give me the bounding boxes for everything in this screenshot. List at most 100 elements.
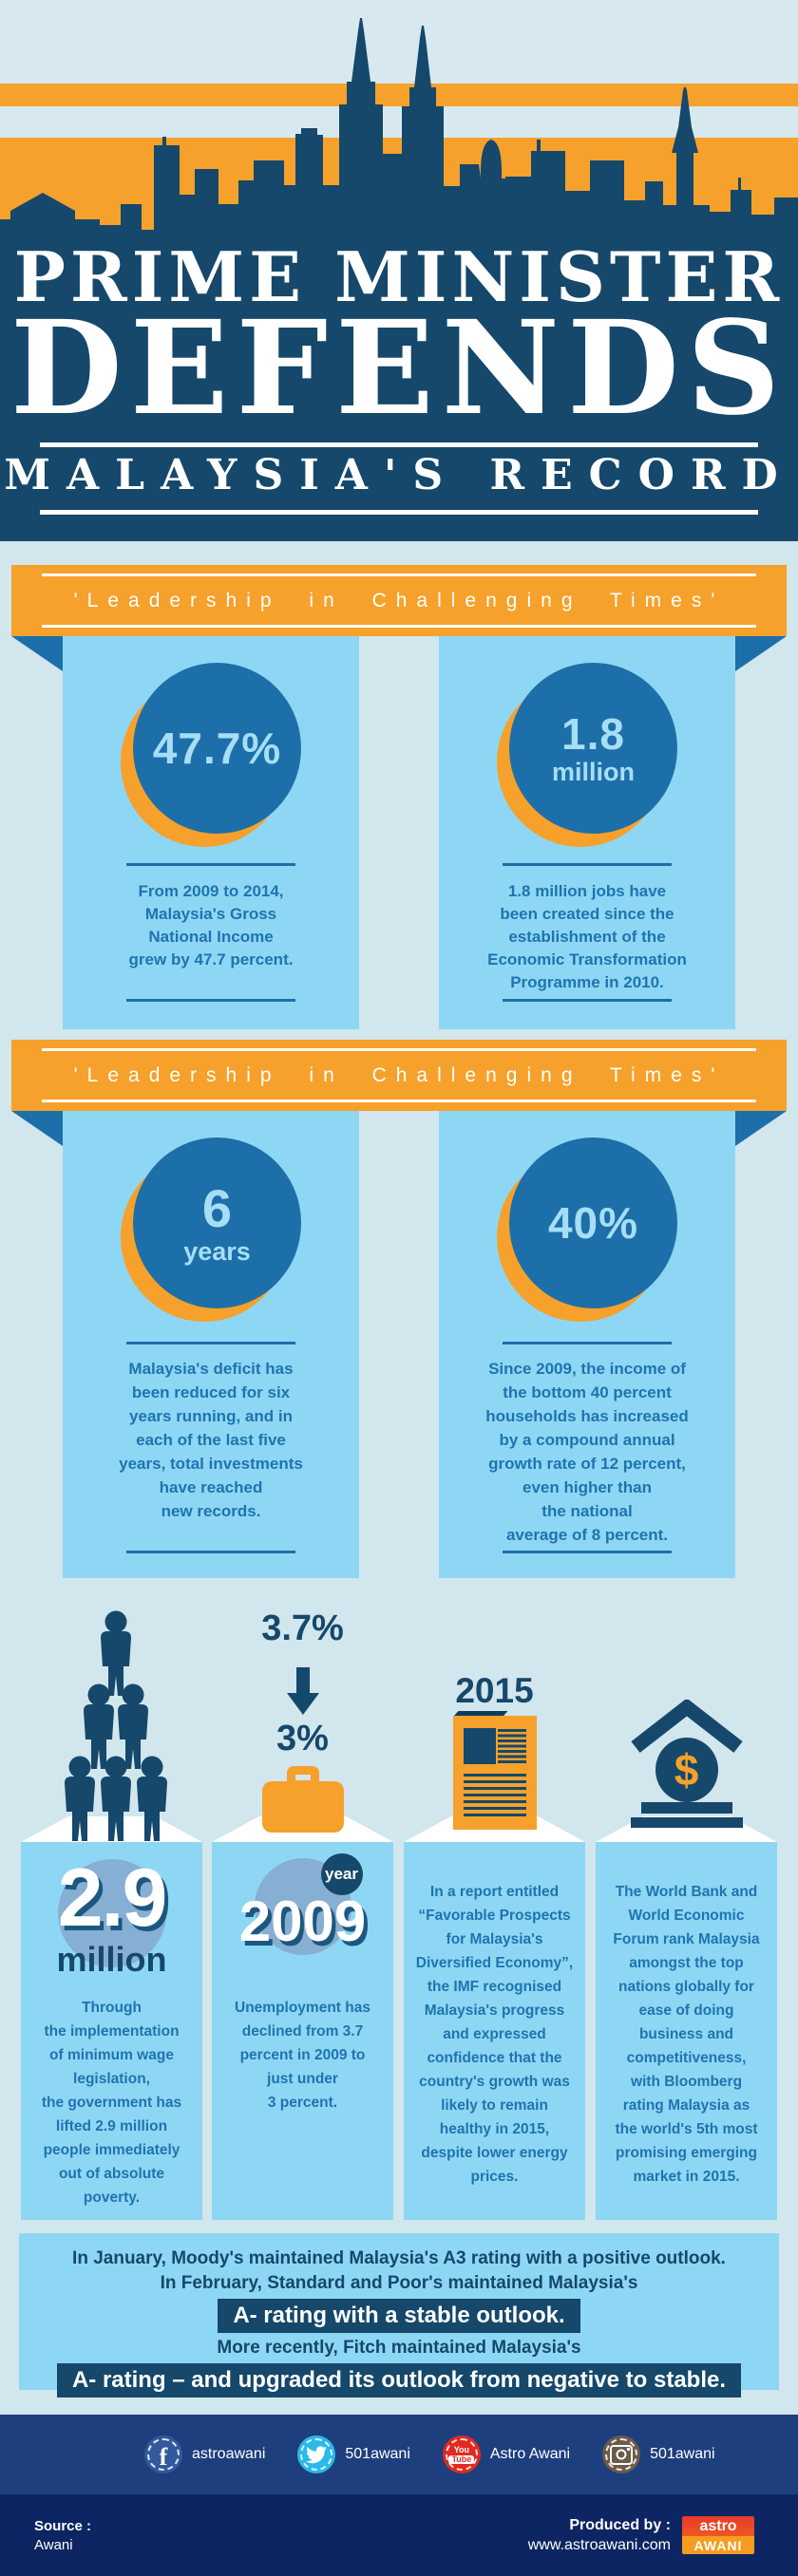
separator-line: [503, 1342, 672, 1344]
bank-step: [640, 1802, 732, 1814]
separator-line: [503, 1551, 672, 1553]
page-subtitle: MALAYSIA'S RECORD: [4, 451, 794, 499]
report-document-icon: [452, 1711, 537, 1830]
source-block: Source : Awani: [34, 2518, 91, 2553]
ribbon-fold-right: [735, 636, 787, 671]
quote-banner-1: 'Leadership in Challenging Times': [11, 565, 787, 636]
social-instagram[interactable]: 501awani: [602, 2435, 715, 2473]
stat-circle: 47.7%: [121, 663, 301, 849]
page-title-line2: DEFENDS: [10, 292, 788, 444]
stat-description: Malaysia's deficit has been reduced for …: [119, 1360, 303, 1520]
title-divider-bottom: [40, 510, 758, 515]
youtube-icon[interactable]: You Tube: [442, 2435, 481, 2473]
produced-url[interactable]: www.astroawani.com: [527, 2536, 671, 2553]
produced-label: Produced by :: [569, 2516, 671, 2533]
column-unit: million: [56, 1940, 167, 1979]
column-big-number: 2.9: [57, 1852, 168, 1944]
orange-stripe-top: [0, 84, 798, 106]
spacer: [0, 541, 798, 565]
separator-line: [503, 999, 672, 1002]
stat-card-deficit: 6 years Malaysia's deficit has been redu…: [63, 1111, 359, 1578]
stat-description: Since 2009, the income of the bottom 40 …: [485, 1360, 689, 1544]
icon-group-unemployment: 3.7% 3%: [212, 1578, 393, 1842]
column-text: Through the implementation of minimum wa…: [41, 2000, 182, 2206]
down-arrow-icon: [286, 1667, 319, 1715]
hero-section: PRIME MINISTER DEFENDS MALAYSIA'S RECORD: [0, 0, 798, 541]
separator-line: [126, 999, 295, 1002]
stat-circle: 6 years: [121, 1138, 301, 1324]
stat-card-gni: 47.7% From 2009 to 2014, Malaysia's Gros…: [63, 636, 359, 1029]
logo-bottom-text: AWANI: [682, 2536, 754, 2554]
column-world-bank: The World Bank and World Economic Forum …: [596, 1842, 777, 2220]
produced-block: Produced by : www.astroawani.com astro A…: [528, 2516, 754, 2554]
bank-step: [630, 1817, 743, 1828]
social-handle[interactable]: Astro Awani: [489, 2446, 571, 2462]
rating-highlight-sp: A- rating with a stable outlook.: [218, 2299, 580, 2333]
rating-highlight-fitch: A- rating – and upgraded its outlook fro…: [56, 2363, 742, 2397]
quote-banner-2-text: 'Leadership in Challenging Times': [42, 1048, 756, 1102]
column-unemployment: year 2009 Unemployment has declined from…: [212, 1842, 393, 2220]
title-divider-top: [40, 442, 758, 447]
spacer: [0, 1029, 798, 1040]
icon-group-report: 2015: [404, 1578, 585, 1842]
separator-line: [126, 1342, 295, 1344]
dollar-coin-icon: $: [655, 1738, 718, 1802]
stat-value: 1.8: [561, 708, 625, 759]
social-handle[interactable]: 501awani: [650, 2446, 715, 2462]
twitter-icon[interactable]: [297, 2435, 336, 2473]
social-handle[interactable]: 501awani: [345, 2446, 410, 2462]
rating-line-fitch: More recently, Fitch maintained Malaysia…: [217, 2338, 581, 2358]
column-imf-report: In a report entitled “Favorable Prospect…: [404, 1842, 585, 2220]
ribbon-fold-left: [11, 1111, 63, 1146]
icon-group-bank: $: [596, 1578, 777, 1842]
spacer: [0, 2220, 798, 2233]
stat-card-jobs: 1.8 million 1.8 million jobs have been c…: [439, 636, 735, 1029]
stat-value: 6: [201, 1177, 233, 1238]
separator-line: [126, 863, 295, 866]
unemployment-to-value: 3%: [276, 1719, 329, 1758]
social-facebook[interactable]: f astroawani: [144, 2435, 265, 2473]
stat-value: 47.7%: [152, 724, 282, 773]
page-title-line1: PRIME MINISTER: [13, 236, 785, 317]
ribbon-fold-right: [735, 1111, 787, 1146]
separator-line: [503, 863, 672, 866]
column-poverty: 2.9 million Through the implementation o…: [21, 1842, 202, 2220]
facebook-icon[interactable]: f: [144, 2435, 182, 2473]
rating-line-sp: In February, Standard and Poor's maintai…: [160, 2273, 638, 2293]
instagram-icon[interactable]: [602, 2435, 641, 2473]
column-text: The World Bank and World Economic Forum …: [613, 1884, 760, 2185]
stat-description: From 2009 to 2014, Malaysia's Gross Nati…: [128, 882, 294, 968]
icon-group-people: [21, 1578, 202, 1842]
stat-unit: years: [183, 1236, 251, 1266]
columns-section: 2.9 million Through the implementation o…: [0, 1842, 798, 2220]
column-text: In a report entitled “Favorable Prospect…: [415, 1884, 574, 2185]
stat-description: 1.8 million jobs have been created since…: [487, 882, 687, 991]
footer: Source : Awani Produced by : www.astroaw…: [0, 2494, 798, 2576]
year-badge: year: [320, 1853, 363, 1895]
column-text: Unemployment has declined from 3.7 perce…: [235, 2000, 370, 2111]
ratings-card: In January, Moody's maintained Malaysia'…: [19, 2233, 779, 2397]
icon-row: 3.7% 3% 2015 $: [0, 1578, 798, 1842]
social-twitter[interactable]: 501awani: [297, 2435, 410, 2473]
quote-banner-2: 'Leadership in Challenging Times': [11, 1040, 787, 1111]
source-value: Awani: [34, 2536, 73, 2553]
title-band: [0, 237, 798, 541]
stat-circle: 1.8 million: [497, 663, 677, 849]
stat-circle: 40%: [497, 1138, 677, 1324]
unemployment-from-value: 3.7%: [261, 1608, 344, 1648]
people-pyramid-icon: [65, 1610, 167, 1841]
social-youtube[interactable]: You Tube Astro Awani: [442, 2435, 571, 2473]
column-big-number: 2009: [238, 1890, 367, 1953]
briefcase-icon: [261, 1781, 344, 1833]
rating-line-moodys: In January, Moody's maintained Malaysia'…: [72, 2248, 726, 2268]
report-year: 2015: [455, 1671, 534, 1710]
stat-row-1: 47.7% From 2009 to 2014, Malaysia's Gros…: [0, 636, 798, 1029]
bank-roof-icon: [630, 1700, 743, 1753]
logo-top-text: astro: [682, 2516, 754, 2536]
kuala-lumpur-skyline-icon: [0, 18, 798, 237]
social-handle[interactable]: astroawani: [192, 2446, 266, 2462]
backdrop-circle: [57, 1859, 166, 1967]
source-label: Source :: [34, 2517, 92, 2534]
stat-value: 40%: [547, 1198, 639, 1248]
